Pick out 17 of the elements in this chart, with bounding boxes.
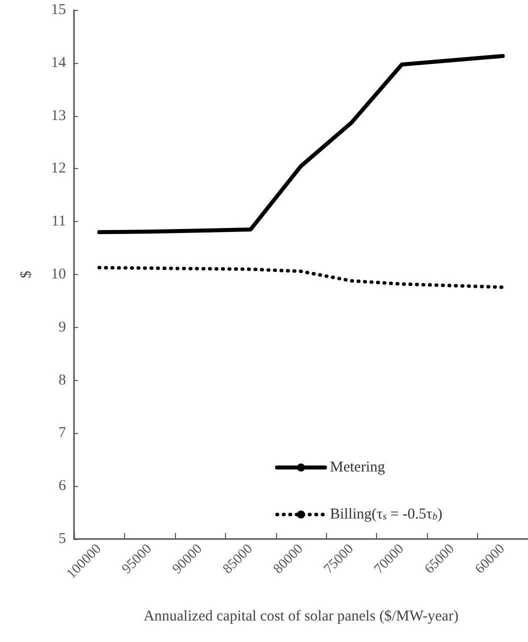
x-axis-title: Annualized capital cost of solar panels ($/MW-year): [144, 608, 458, 624]
y-tick-label: 13: [51, 108, 66, 124]
y-tick-label: 6: [58, 478, 66, 494]
legend-label: Metering: [330, 460, 386, 476]
y-axis-title: $: [18, 270, 34, 278]
line-series: [97, 54, 505, 234]
legend-label: Billing(τs = -0.5τb): [330, 506, 442, 522]
y-tick-label: 5: [58, 531, 66, 547]
y-tick-label: 11: [52, 214, 66, 230]
y-tick-label: 12: [51, 160, 66, 177]
y-tick-label: 14: [51, 54, 66, 71]
y-tick-label: 8: [58, 372, 66, 388]
y-tick-label: 10: [51, 266, 66, 282]
y-tick-label: 15: [51, 2, 66, 18]
y-tick-label: 9: [58, 319, 66, 336]
y-tick-label: 7: [58, 425, 66, 442]
line-series: [97, 266, 505, 289]
